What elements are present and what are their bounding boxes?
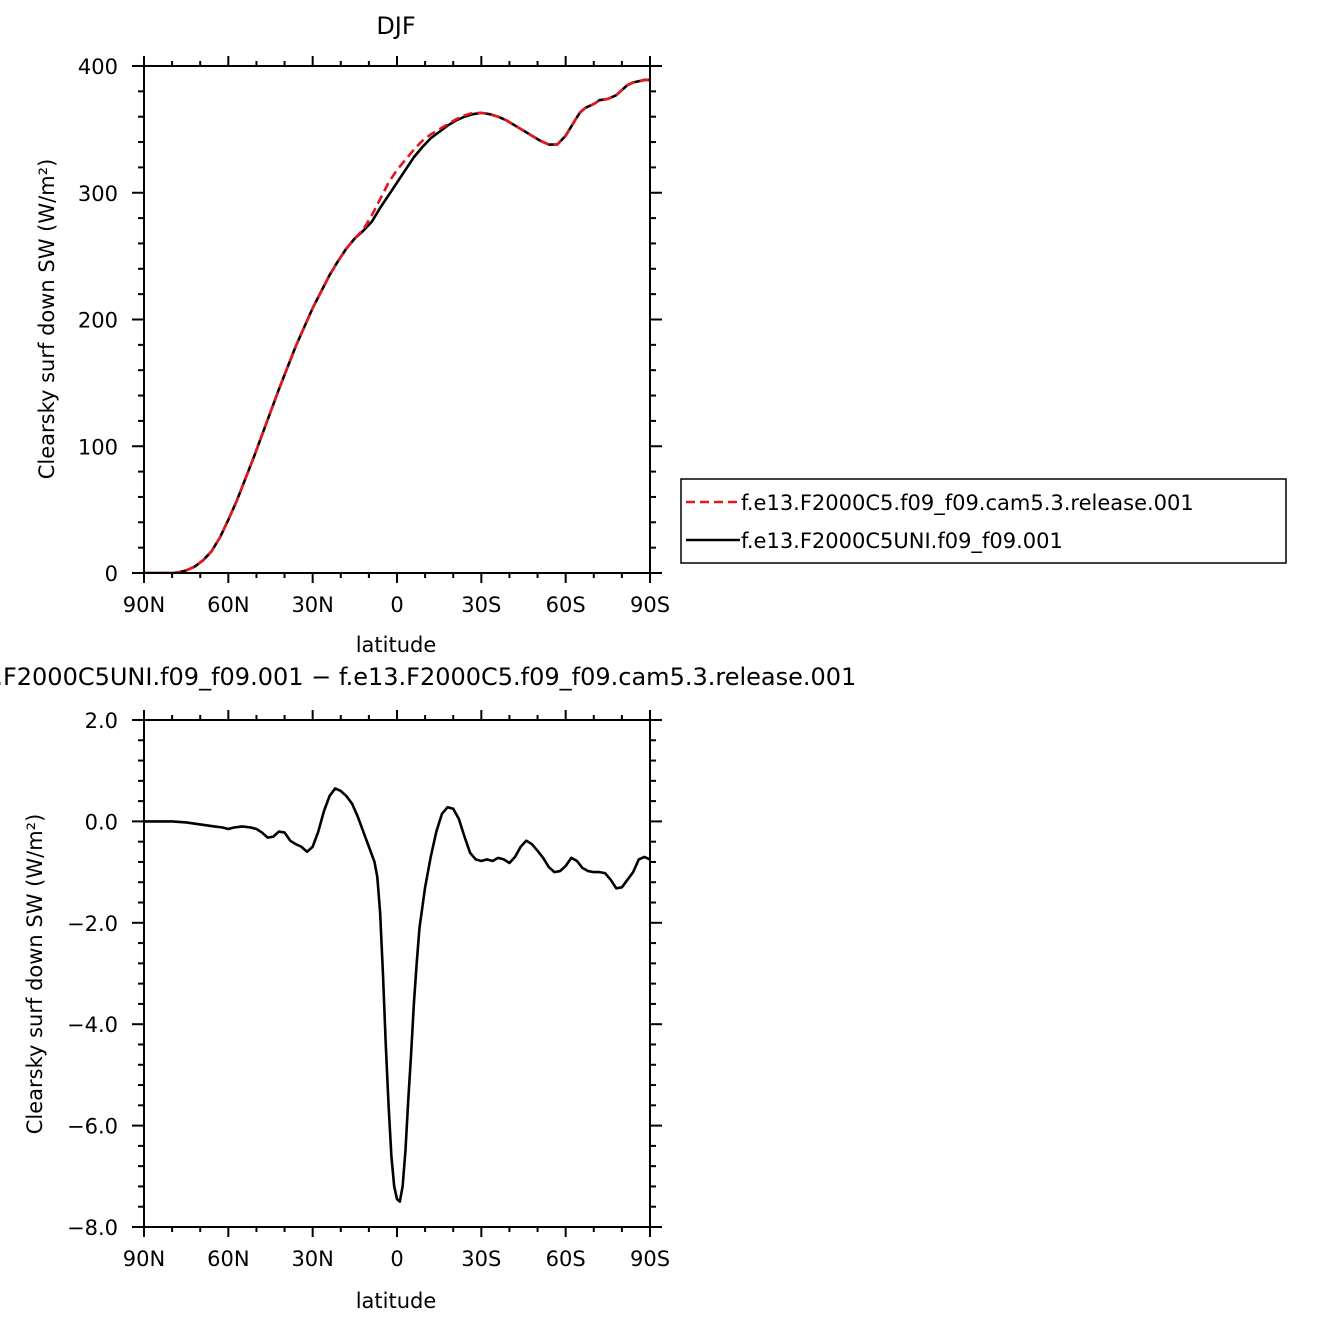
top-plot-area: 90N 60N 30N 0 30S 60S 90S 0 100 200 300 400 [78,55,670,617]
y-tick-label: −8.0 [67,1216,118,1240]
y-tick-label: −4.0 [67,1013,118,1037]
top-chart: DJF 90N 60N 30N 0 30S 60S 90S 0 100 200 300 400 lat… [35,12,1287,657]
plot-frame [143,719,651,1228]
x-tick-label: 30N [291,593,333,617]
x-tick-label: 90N [123,593,165,617]
x-tick-label: 60N [207,1247,249,1271]
series-group [144,787,650,1203]
top-chart-xlabel: latitude [356,633,437,657]
y-tick-label: 0.0 [85,810,118,834]
x-tick-label: 90S [630,593,670,617]
bottom-chart: f.e13.F2000C5UNI.f09_f09.001 − f.e13.F20… [0,663,856,1313]
top-legend: f.e13.F2000C5.f09_f09.cam5.3.release.001… [680,478,1287,564]
legend-box [680,478,1287,564]
bottom-chart-xlabel: latitude [356,1289,437,1313]
y-tick-label: 100 [78,435,118,459]
top-chart-ylabel: Clearsky surf down SW (W/m²) [35,159,59,480]
y-tick-label: 2.0 [85,709,118,733]
y-tick-label: 200 [78,309,118,333]
x-tick-label: 0 [390,593,403,617]
y-tick-label: 400 [78,55,118,79]
x-tick-label: 60S [546,593,586,617]
x-tick-label: 90S [630,1247,670,1271]
series-group [144,78,650,573]
bottom-chart-ylabel: Clearsky surf down SW (W/m²) [23,814,47,1135]
y-tick-label: 0 [105,562,118,586]
x-tick-label: 90N [123,1247,165,1271]
bottom-chart-title: f.e13.F2000C5UNI.f09_f09.001 − f.e13.F20… [0,663,856,691]
y-tick-label: −2.0 [67,912,118,936]
x-tick-label: 30S [461,593,501,617]
top-chart-title: DJF [376,12,415,40]
legend-label-control: f.e13.F2000C5.f09_f09.cam5.3.release.001 [741,491,1194,516]
plot-frame [143,65,651,574]
series-line-0 [144,78,650,573]
x-tick-label: 30S [461,1247,501,1271]
y-tick-label: 300 [78,182,118,206]
x-tick-label: 30N [291,1247,333,1271]
series-line-1 [144,78,650,573]
legend-label-experiment: f.e13.F2000C5UNI.f09_f09.001 [741,529,1063,554]
bottom-plot-area: 90N 60N 30N 0 30S 60S 90S −8.0 −6.0 −4.0 −2.0 0.0 2.… [67,709,670,1271]
series-line-0 [144,787,650,1203]
x-tick-label: 60N [207,593,249,617]
y-tick-label: −6.0 [67,1115,118,1139]
x-tick-label: 0 [390,1247,403,1271]
x-tick-label: 60S [546,1247,586,1271]
